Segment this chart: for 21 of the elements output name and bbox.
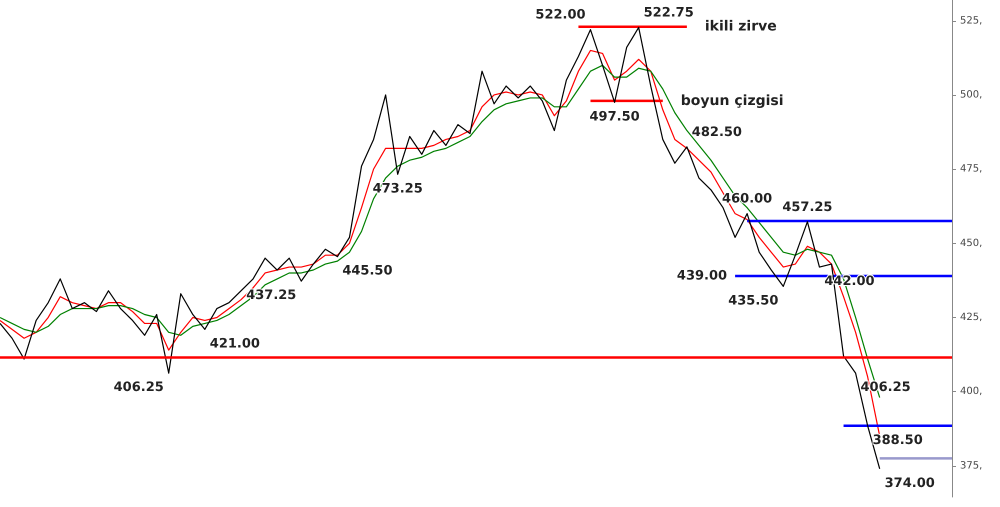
data-label: 374.00 [884,476,935,491]
data-label: 457.25 [782,200,832,215]
data-label: 482.50 [692,124,742,140]
data-label: 388.50 [872,432,923,448]
series-label: ikili zirve [704,18,777,35]
y-tick-label: 500, [960,89,982,100]
data-label: 522.00 [535,8,586,23]
data-label: 421.00 [210,336,260,352]
data-label: 445.50 [342,264,393,279]
data-label: 406.25 [114,380,164,396]
series-label: boyun çizgisi [680,92,784,109]
y-tick-label: 375, [960,460,982,472]
y-tick-label: 400, [960,386,982,398]
data-label: 439.00 [676,268,728,284]
y-tick-label: 450, [960,238,982,249]
y-tick-label: 425, [960,312,982,323]
data-label: 522.75 [644,5,694,20]
y-tick-label: 525, [960,15,982,26]
data-label: 497.50 [589,109,640,124]
y-tick-label: 475, [960,164,982,175]
data-label: 435.50 [728,293,778,308]
